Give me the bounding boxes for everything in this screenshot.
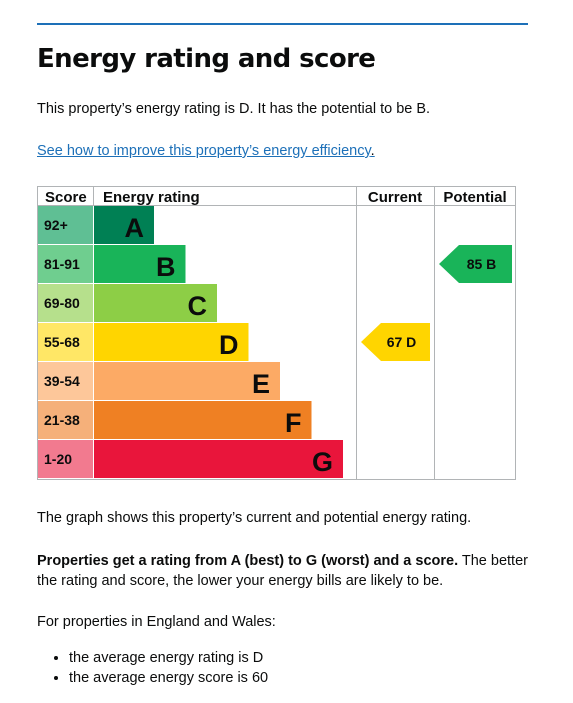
rating-letter-b: B: [156, 252, 176, 282]
score-range-e: 39-54: [44, 373, 80, 389]
header-potential: Potential: [443, 189, 506, 206]
rating-bar-d: [94, 323, 249, 361]
improve-efficiency-link[interactable]: See how to improve this property’s energ…: [37, 143, 371, 159]
score-cell-b: [38, 245, 93, 283]
rating-bar-g: [94, 440, 343, 478]
score-range-a: 92+: [44, 217, 68, 233]
rating-bar-e: [94, 362, 280, 400]
potential-rating-arrow: [439, 245, 512, 283]
score-cell-g: [38, 440, 93, 478]
header-score: Score: [45, 189, 87, 206]
rating-explanation-bold: Properties get a rating from A (best) to…: [37, 553, 459, 569]
score-cell-e: [38, 362, 93, 400]
england-wales-note: For properties in England and Wales:: [37, 614, 276, 630]
rating-explanation-rest: The better the rating and score, the low…: [37, 553, 528, 589]
score-cell-c: [38, 284, 93, 322]
rating-explanation: Properties get a rating from A (best) to…: [37, 551, 532, 591]
rating-letter-f: F: [285, 408, 302, 438]
graph-description: The graph shows this property’s current …: [37, 510, 472, 526]
average-rating-item: the average energy rating is D: [69, 648, 268, 668]
rating-letter-g: G: [312, 447, 333, 477]
rating-bar-c: [94, 284, 217, 322]
score-range-d: 55-68: [44, 334, 80, 350]
current-rating-label: 67 D: [387, 334, 417, 350]
page-title: Energy rating and score: [37, 44, 376, 74]
rating-letter-a: A: [125, 213, 145, 243]
potential-rating-label: 85 B: [467, 256, 497, 272]
rating-bar-f: [94, 401, 312, 439]
score-cell-f: [38, 401, 93, 439]
score-range-c: 69-80: [44, 295, 80, 311]
header-energy-rating: Energy rating: [103, 189, 200, 206]
rating-letter-e: E: [252, 369, 270, 399]
averages-list: the average energy rating is D the avera…: [37, 648, 268, 688]
score-cell-d: [38, 323, 93, 361]
score-cell-a: [38, 206, 93, 244]
rating-summary: This property’s energy rating is D. It h…: [37, 101, 431, 117]
current-rating-arrow: [361, 323, 430, 361]
score-range-f: 21-38: [44, 412, 80, 428]
rating-letter-d: D: [219, 330, 239, 360]
top-rule: [37, 23, 528, 25]
link-period: .: [370, 143, 375, 159]
improve-efficiency-link-row: See how to improve this property’s energ…: [37, 143, 375, 159]
rating-letter-c: C: [188, 291, 208, 321]
score-range-g: 1-20: [44, 451, 72, 467]
average-score-item: the average energy score is 60: [69, 668, 268, 688]
score-range-b: 81-91: [44, 256, 80, 272]
rating-bar-a: [94, 206, 154, 244]
chart-border: [37, 186, 516, 480]
header-current: Current: [368, 189, 422, 206]
rating-bar-b: [94, 245, 186, 283]
